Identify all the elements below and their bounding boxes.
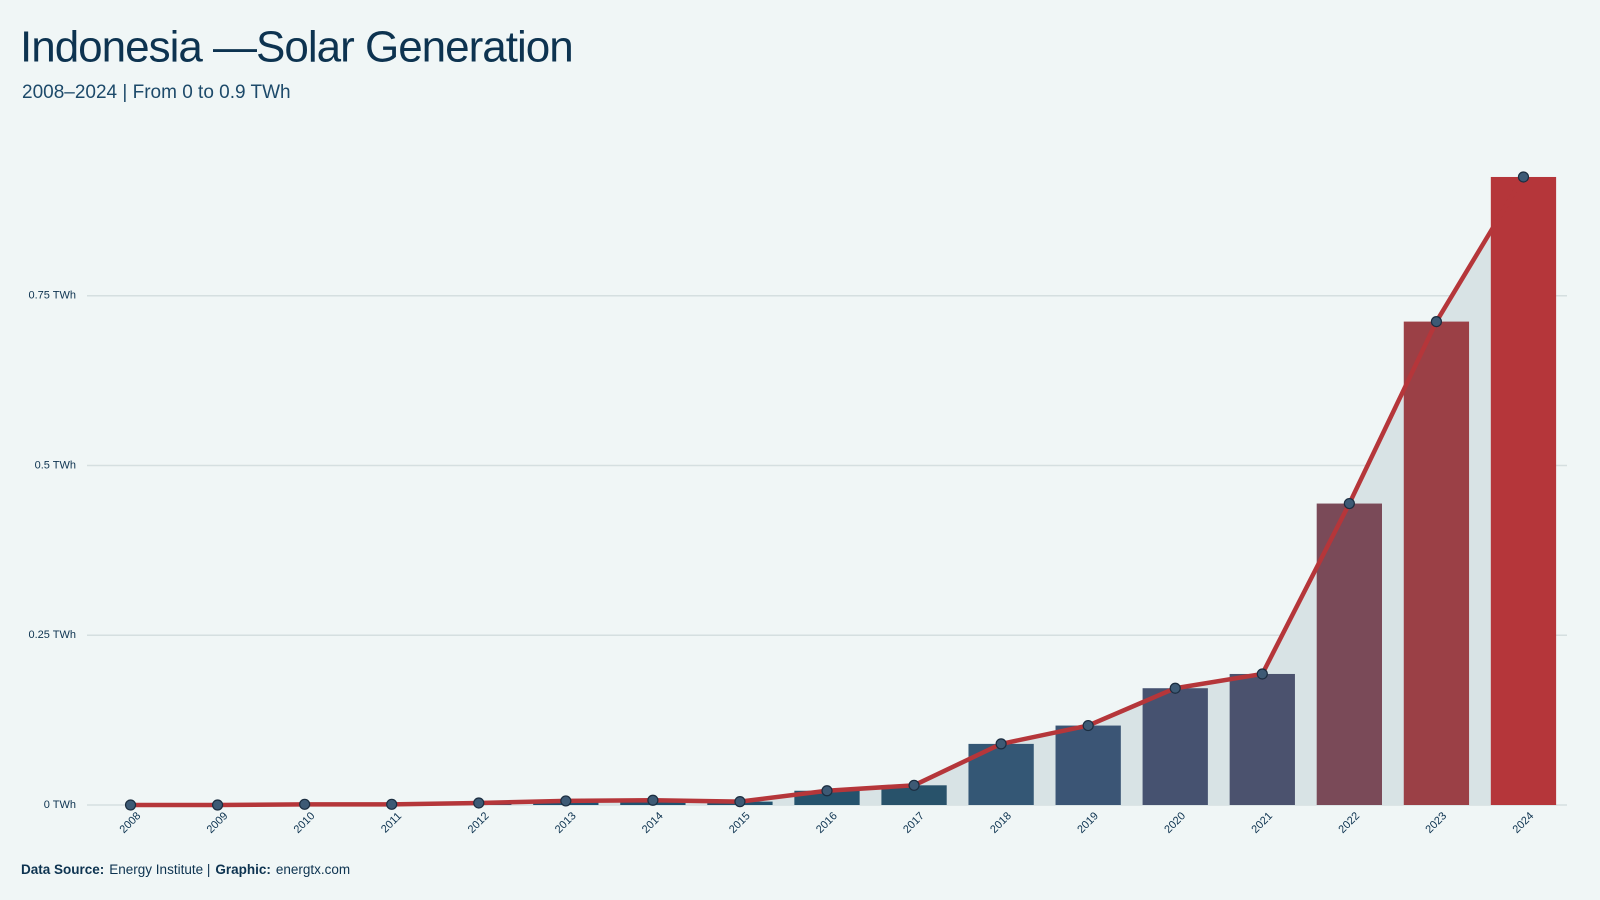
point xyxy=(1256,668,1268,680)
x-tick-label: 2015 xyxy=(727,810,753,836)
y-tick-label: 0.75 TWh xyxy=(29,290,77,302)
bar xyxy=(1316,503,1382,805)
bar xyxy=(1229,673,1295,805)
point xyxy=(560,795,572,807)
point xyxy=(386,798,398,810)
x-tick-label: 2016 xyxy=(814,810,840,836)
x-tick-label: 2022 xyxy=(1336,810,1362,836)
chart-subtitle: 2008–2024 | From 0 to 0.9 TWh xyxy=(22,82,291,103)
x-tick-label: 2011 xyxy=(379,810,404,835)
bar xyxy=(1403,321,1470,805)
point xyxy=(734,796,746,808)
bar xyxy=(1055,725,1121,805)
point xyxy=(211,799,224,811)
y-tick-label: 0.25 TWh xyxy=(29,629,77,641)
point xyxy=(908,779,920,791)
y-tick-label: 0 TWh xyxy=(44,799,76,811)
x-tick-label: 2018 xyxy=(988,810,1014,836)
x-tick-label: 2012 xyxy=(466,810,492,836)
x-tick-label: 2019 xyxy=(1075,810,1101,836)
footer-part: energtx.com xyxy=(276,862,350,877)
x-tick-label: 2010 xyxy=(292,810,318,836)
x-tick-label: 2014 xyxy=(640,810,666,836)
point xyxy=(1343,497,1355,510)
footer-part: Energy Institute | xyxy=(109,862,210,877)
point xyxy=(473,797,485,809)
x-tick-label: 2024 xyxy=(1511,810,1537,836)
x-tick-label: 2020 xyxy=(1162,810,1188,836)
x-tick-label: 2021 xyxy=(1249,810,1275,836)
x-tick-label: 2008 xyxy=(118,810,144,836)
x-tick-label: 2009 xyxy=(205,810,231,836)
point xyxy=(1169,682,1181,694)
point xyxy=(1430,315,1443,328)
y-tick-label: 0.5 TWh xyxy=(35,459,76,471)
footer-part: Graphic: xyxy=(215,862,271,877)
point xyxy=(299,798,311,810)
chart-title: Indonesia —Solar Generation xyxy=(20,23,573,72)
point xyxy=(124,799,137,811)
x-tick-label: 2013 xyxy=(553,810,579,836)
x-tick-label: 2023 xyxy=(1423,810,1449,836)
point xyxy=(1517,171,1530,183)
point xyxy=(995,738,1007,750)
bar xyxy=(1490,176,1557,805)
point xyxy=(1082,719,1094,732)
point xyxy=(821,785,833,797)
point xyxy=(647,794,659,806)
bar xyxy=(1142,688,1208,805)
bar xyxy=(881,785,947,805)
footer: Data Source: Energy Institute | Graphic: en… xyxy=(21,862,350,877)
area xyxy=(130,176,1524,805)
x-tick-label: 2017 xyxy=(901,810,927,836)
footer-part: Data Source: xyxy=(21,862,104,877)
